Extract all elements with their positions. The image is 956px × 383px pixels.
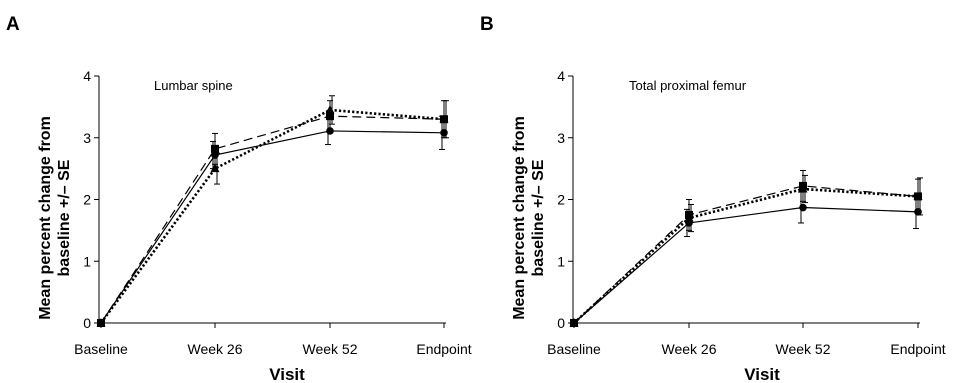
y-axis-label-b-line2: baseline +/– SE (530, 159, 547, 276)
y-tick-label-b: 1 (557, 253, 565, 269)
y-axis-label-a-line2: baseline +/– SE (56, 159, 73, 276)
data-point-triangle-b (684, 213, 694, 222)
series-line-solid-a (100, 130, 445, 324)
x-tick-label-a: Week 26 (188, 341, 243, 357)
series-line-solid-b (573, 206, 919, 324)
panel-letter-a: A (6, 14, 20, 35)
y-axis-label-b-line1: Mean percent change from (511, 116, 528, 320)
y-tick-label-b: 3 (557, 130, 565, 146)
chart-title-b: Total proximal femur (629, 78, 747, 93)
series-line-dotted-a (99, 108, 445, 324)
y-tick-label-a: 3 (83, 130, 91, 146)
y-tick-label-b: 2 (557, 192, 565, 208)
y-axis-label-a-line1: Mean percent change from (37, 116, 54, 320)
data-point-circle-b (799, 203, 807, 212)
data-point-triangle-b (569, 318, 579, 327)
x-tick-label-b: Endpoint (890, 341, 945, 357)
y-tick-label-b: 0 (557, 315, 565, 331)
x-tick-label-a: Endpoint (416, 341, 471, 357)
series-line-dashed-b (573, 185, 919, 324)
x-tick-label-b: Week 52 (776, 341, 831, 357)
series-line-dotted-b (573, 187, 919, 324)
panel-letter-b: B (480, 14, 494, 35)
data-point-square-a (211, 144, 219, 153)
y-tick-label-a: 0 (83, 315, 91, 331)
x-axis-label-a: Visit (269, 365, 305, 383)
y-tick-label-a: 1 (83, 253, 91, 269)
y-tick-label-a: 2 (83, 192, 91, 208)
chart-title-a: Lumbar spine (154, 78, 233, 93)
y-tick-label-b: 4 (557, 68, 565, 84)
series-line-dashed-a (100, 115, 445, 324)
y-tick-label-a: 4 (83, 68, 91, 84)
data-point-square-a (326, 112, 334, 121)
panel-b: B Total proximal femur Mean percent chan… (480, 14, 946, 383)
data-point-triangle-b (798, 184, 808, 193)
x-axis-label-b: Visit (744, 365, 780, 383)
x-tick-label-a: Week 52 (303, 341, 358, 357)
x-tick-label-a: Baseline (74, 341, 128, 357)
data-point-triangle-a (439, 114, 449, 123)
data-point-triangle-b (913, 191, 923, 200)
data-point-triangle-a (210, 163, 220, 173)
panel-a: A Lumbar spine Mean percent change from … (6, 14, 472, 383)
x-tick-label-b: Baseline (547, 341, 601, 357)
x-tick-label-b: Week 26 (662, 341, 717, 357)
data-point-triangle-a (96, 318, 106, 327)
data-point-triangle-a (325, 104, 335, 114)
